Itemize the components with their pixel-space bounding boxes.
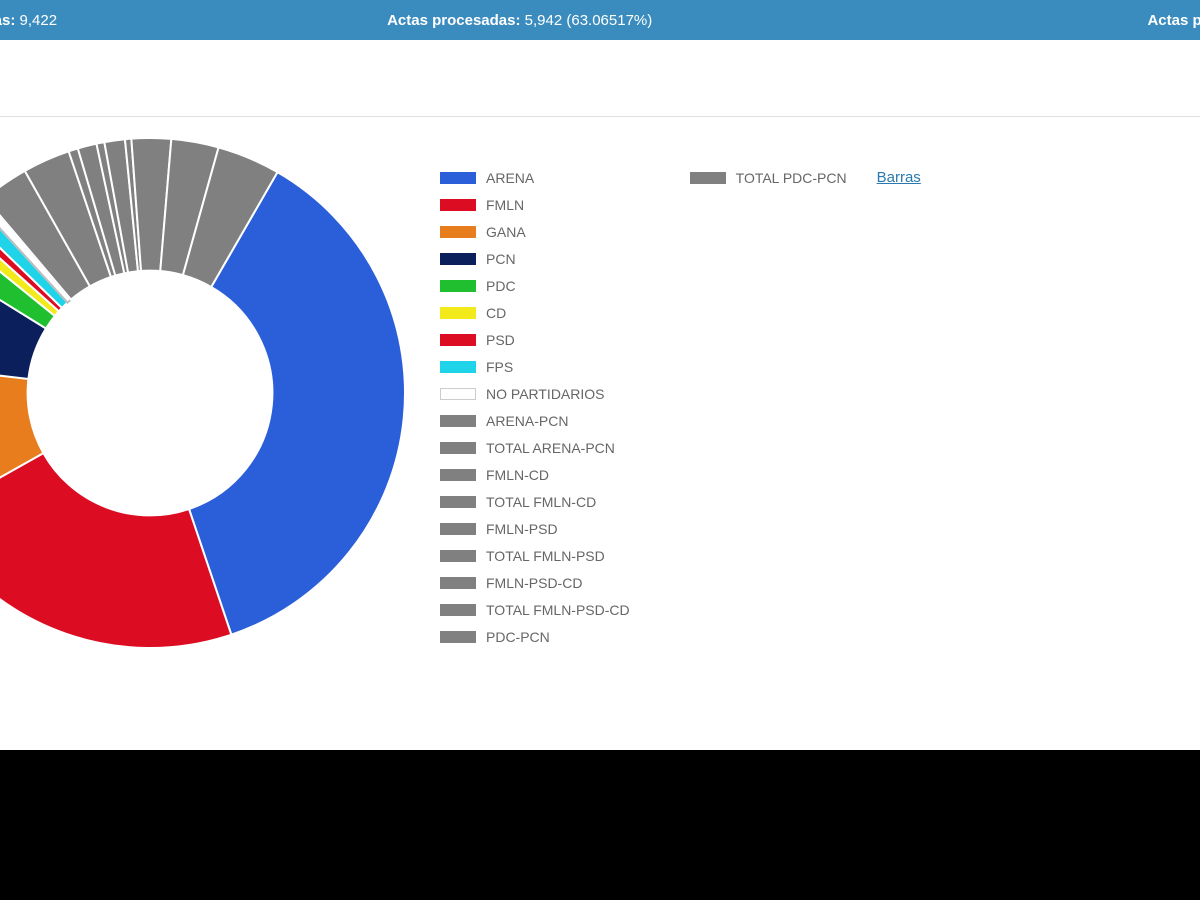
- legend-item[interactable]: ARENA: [440, 169, 630, 187]
- legend-item[interactable]: GANA: [440, 223, 630, 241]
- legend-swatch: [440, 199, 476, 211]
- legend-label: CD: [486, 304, 506, 322]
- legend-swatch: [440, 172, 476, 184]
- legend-swatch: [690, 172, 726, 184]
- legend-swatch: [440, 415, 476, 427]
- legend-item[interactable]: TOTAL FMLN-CD: [440, 493, 630, 511]
- legend-swatch: [440, 307, 476, 319]
- legend-item[interactable]: FPS: [440, 358, 630, 376]
- legend-item[interactable]: ARENA-PCN: [440, 412, 630, 430]
- legend-label: TOTAL FMLN-PSD: [486, 547, 605, 565]
- legend-label: ARENA: [486, 169, 534, 187]
- legend-label: TOTAL FMLN-CD: [486, 493, 596, 511]
- legend-label: PSD: [486, 331, 515, 349]
- footer-bar: [0, 750, 1200, 900]
- legend-label: TOTAL PDC-PCN: [736, 169, 847, 187]
- legend-swatch: [440, 550, 476, 562]
- chart-section: a ARENA FMLN GANA PCN PDC CD PSD FPS NO PARTIDAR…: [0, 133, 1200, 653]
- legend-item[interactable]: FMLN-CD: [440, 466, 630, 484]
- stat-pendientes: Actas pendien: [1147, 12, 1200, 29]
- legend-item[interactable]: PCN: [440, 250, 630, 268]
- legend-label: ARENA-PCN: [486, 412, 568, 430]
- legend-swatch: [440, 523, 476, 535]
- legend-swatch: [440, 469, 476, 481]
- legend-swatch: [440, 226, 476, 238]
- legend-swatch: [440, 604, 476, 616]
- legend-swatch: [440, 577, 476, 589]
- legend-swatch: [440, 334, 476, 346]
- legend-label: FMLN-PSD-CD: [486, 574, 582, 592]
- legend-item[interactable]: NO PARTIDARIOS: [440, 385, 630, 403]
- stat1-label: actas:: [0, 12, 15, 29]
- stat-procesadas: Actas procesadas: 5,942 (63.06517%): [387, 12, 652, 29]
- legend-item[interactable]: CD: [440, 304, 630, 322]
- legend-item[interactable]: TOTAL PDC-PCN: [690, 169, 847, 187]
- legend-label: PDC: [486, 277, 516, 295]
- stat-total-actas: actas: 9,422: [0, 12, 57, 29]
- legend-item[interactable]: PDC-PCN: [440, 628, 630, 646]
- legend-label: PCN: [486, 250, 516, 268]
- stats-topbar: actas: 9,422 Actas procesadas: 5,942 (63…: [0, 0, 1200, 40]
- section-divider: [0, 116, 1200, 117]
- legend-column-1: ARENA FMLN GANA PCN PDC CD PSD FPS NO PARTIDARIO…: [440, 169, 630, 646]
- legend-swatch: [440, 253, 476, 265]
- legend-label: FMLN-CD: [486, 466, 549, 484]
- page-subtitle: os: [0, 40, 1200, 108]
- legend-swatch: [440, 280, 476, 292]
- legend-label: FMLN-PSD: [486, 520, 558, 538]
- legend-label: NO PARTIDARIOS: [486, 385, 605, 403]
- stat2-value: 5,942 (63.06517%): [525, 12, 653, 29]
- legend-item[interactable]: TOTAL ARENA-PCN: [440, 439, 630, 457]
- stat1-value: 9,422: [20, 12, 58, 29]
- donut-chart: a: [0, 133, 410, 653]
- legend-item[interactable]: FMLN: [440, 196, 630, 214]
- donut-slice[interactable]: [0, 453, 231, 648]
- legend-swatch: [440, 631, 476, 643]
- legend-item[interactable]: PSD: [440, 331, 630, 349]
- legend: ARENA FMLN GANA PCN PDC CD PSD FPS NO PARTIDARIO…: [440, 133, 847, 646]
- legend-swatch: [440, 361, 476, 373]
- legend-label: FMLN: [486, 196, 524, 214]
- legend-label: FPS: [486, 358, 513, 376]
- legend-label: PDC-PCN: [486, 628, 550, 646]
- legend-item[interactable]: TOTAL FMLN-PSD-CD: [440, 601, 630, 619]
- legend-item[interactable]: PDC: [440, 277, 630, 295]
- legend-swatch: [440, 442, 476, 454]
- legend-item[interactable]: FMLN-PSD-CD: [440, 574, 630, 592]
- legend-label: TOTAL FMLN-PSD-CD: [486, 601, 630, 619]
- legend-swatch: [440, 388, 476, 400]
- legend-column-2: TOTAL PDC-PCN: [690, 169, 847, 646]
- barras-link[interactable]: Barras: [877, 133, 921, 186]
- legend-swatch: [440, 496, 476, 508]
- legend-label: GANA: [486, 223, 526, 241]
- legend-label: TOTAL ARENA-PCN: [486, 439, 615, 457]
- stat2-label: Actas procesadas:: [387, 12, 520, 29]
- legend-item[interactable]: TOTAL FMLN-PSD: [440, 547, 630, 565]
- donut-svg: [0, 133, 410, 653]
- stat3-label: Actas pendien: [1147, 12, 1200, 29]
- legend-item[interactable]: FMLN-PSD: [440, 520, 630, 538]
